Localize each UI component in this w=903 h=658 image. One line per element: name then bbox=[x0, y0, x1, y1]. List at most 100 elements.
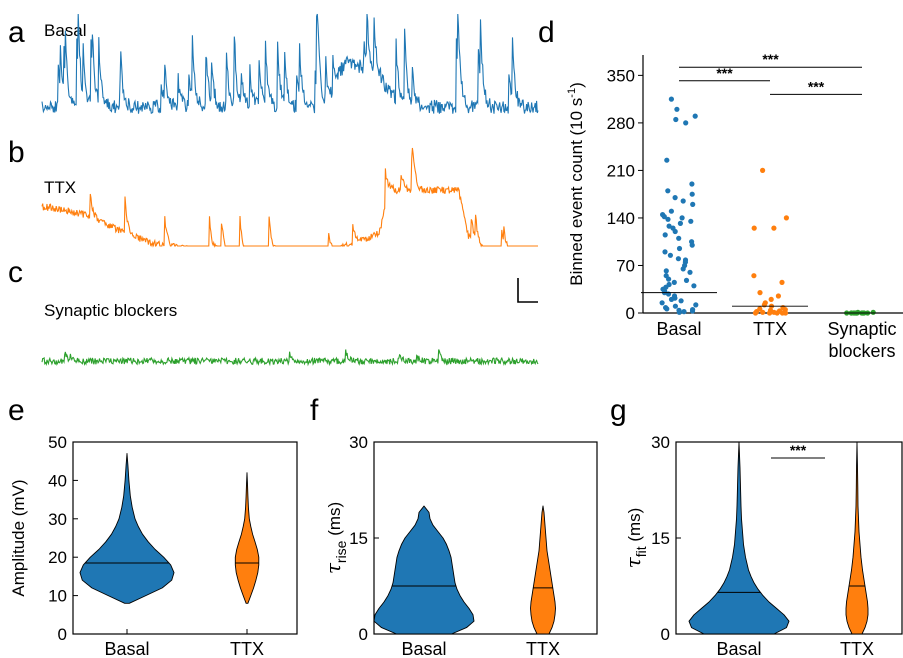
trace-line bbox=[41, 147, 538, 248]
data-point bbox=[676, 309, 682, 315]
y-axis-label-main: Binned event count (10 s bbox=[567, 98, 586, 286]
data-point bbox=[688, 218, 694, 224]
panel-label-b: b bbox=[8, 136, 25, 169]
significance-label: *** bbox=[716, 65, 733, 81]
data-point bbox=[689, 181, 695, 187]
y-axis-label: τfit (ms) bbox=[621, 508, 649, 569]
y-tick-label: 0 bbox=[626, 304, 635, 323]
y-tick-label: 10 bbox=[48, 587, 67, 606]
data-point bbox=[668, 208, 675, 214]
data-point bbox=[663, 268, 669, 274]
y-tick-label: 70 bbox=[616, 256, 635, 275]
data-point bbox=[662, 249, 668, 255]
panel-label-e: e bbox=[8, 394, 25, 427]
y-tick-label: 30 bbox=[651, 433, 670, 452]
data-point bbox=[672, 303, 679, 309]
data-point bbox=[767, 310, 773, 316]
x-category-label: TTX bbox=[753, 319, 787, 339]
data-point bbox=[691, 283, 697, 289]
data-point bbox=[668, 296, 675, 302]
y-tick-label: 50 bbox=[48, 433, 67, 452]
y-tick-label: 0 bbox=[359, 625, 368, 644]
trace-title-synaptic: Synaptic blockers bbox=[44, 301, 177, 320]
data-point bbox=[665, 188, 671, 194]
data-point bbox=[779, 310, 786, 316]
trace-basal bbox=[41, 13, 539, 114]
data-point bbox=[855, 309, 861, 315]
y-tick-label: 350 bbox=[607, 66, 635, 85]
data-point bbox=[751, 225, 757, 231]
data-point bbox=[673, 116, 679, 123]
trace-line bbox=[41, 349, 539, 367]
data-point bbox=[680, 198, 686, 204]
violin-body bbox=[688, 441, 790, 635]
data-point bbox=[687, 269, 693, 275]
x-category-label: TTX bbox=[526, 639, 560, 658]
significance-label: *** bbox=[762, 51, 779, 67]
x-category-label: Basal bbox=[656, 319, 701, 339]
data-point bbox=[672, 195, 678, 201]
plot-frame bbox=[72, 441, 298, 635]
trace-title-basal: Basal bbox=[44, 21, 87, 40]
y-tick-label: 210 bbox=[607, 161, 635, 180]
data-point bbox=[760, 309, 766, 315]
y-axis-label-symbol: τ bbox=[621, 556, 645, 568]
y-tick-label: 40 bbox=[48, 471, 67, 490]
y-axis-label-sub: fit bbox=[633, 546, 649, 557]
data-point bbox=[666, 223, 672, 229]
data-point bbox=[774, 310, 780, 316]
violin-chart-tau-fit: 0 15 30 Basal TTX τfit (ms) *** bbox=[621, 433, 903, 658]
data-point bbox=[775, 293, 782, 299]
data-point bbox=[678, 298, 684, 304]
data-point bbox=[689, 242, 695, 248]
data-point bbox=[671, 279, 677, 285]
y-tick-label: 30 bbox=[48, 510, 67, 529]
data-point bbox=[664, 157, 670, 163]
violin-body bbox=[234, 472, 260, 604]
data-point bbox=[665, 216, 671, 222]
scale-bar bbox=[517, 278, 538, 303]
y-tick-label: 140 bbox=[607, 209, 635, 228]
data-point bbox=[659, 300, 665, 306]
y-axis-label-close: ) bbox=[567, 82, 586, 88]
y-axis-label-sup: -1 bbox=[566, 88, 578, 98]
panel-label-c: c bbox=[8, 256, 23, 289]
data-point bbox=[676, 245, 683, 252]
data-point bbox=[677, 220, 684, 226]
y-tick-label: 0 bbox=[661, 625, 670, 644]
y-tick-label: 0 bbox=[58, 625, 67, 644]
x-category-label: Basal bbox=[401, 639, 446, 658]
data-point bbox=[760, 167, 766, 173]
x-category-label: TTX bbox=[230, 639, 264, 658]
significance-label: *** bbox=[790, 442, 807, 458]
data-point bbox=[681, 309, 687, 315]
panel-label-g: g bbox=[610, 394, 627, 427]
data-point bbox=[672, 228, 678, 235]
y-tick-label: 20 bbox=[48, 548, 67, 567]
data-point bbox=[779, 279, 785, 285]
y-tick-label: 15 bbox=[651, 529, 670, 548]
y-tick-label: 280 bbox=[607, 114, 635, 133]
violin-body bbox=[79, 453, 175, 604]
data-point bbox=[674, 106, 680, 112]
violin-body bbox=[373, 505, 475, 635]
trace-ttx bbox=[41, 147, 538, 248]
y-axis-label: Amplitude (mV) bbox=[9, 479, 28, 596]
data-point bbox=[666, 276, 672, 282]
y-axis-label: τrise (ms) bbox=[321, 502, 349, 574]
data-point bbox=[771, 225, 777, 231]
data-point bbox=[692, 113, 698, 119]
x-category-label: TTX bbox=[840, 639, 874, 658]
data-point bbox=[661, 214, 667, 220]
data-point bbox=[680, 266, 686, 272]
panel-label-d: d bbox=[538, 16, 555, 49]
data-point bbox=[690, 201, 696, 207]
x-category-label: Synaptic bbox=[827, 319, 896, 339]
violin-chart-amplitude: 0 10 20 30 40 50 Basal TTX Amplitude (mV) bbox=[9, 433, 298, 658]
y-axis-label-symbol: τ bbox=[321, 562, 345, 574]
data-point bbox=[693, 302, 699, 308]
data-point bbox=[675, 256, 682, 262]
data-point bbox=[676, 235, 682, 241]
data-point bbox=[679, 215, 685, 221]
